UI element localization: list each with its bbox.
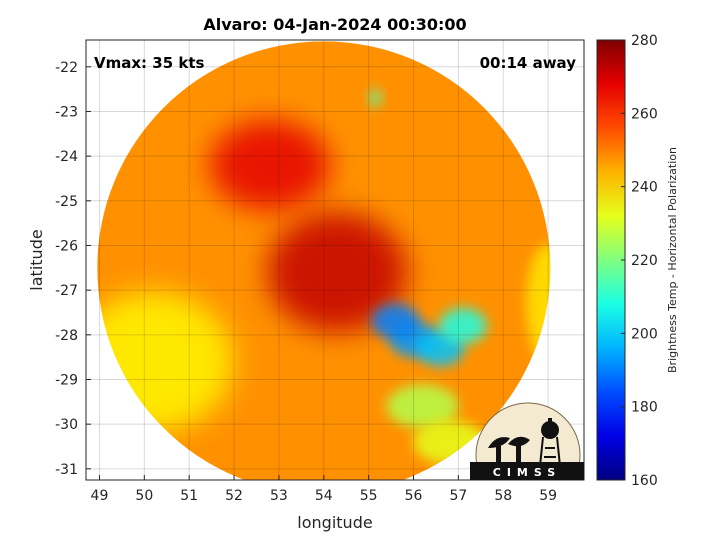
- vmax-annotation: Vmax: 35 kts: [94, 54, 204, 72]
- colorbar-tick-label: 220: [631, 253, 658, 269]
- logo-tower-tank: [541, 421, 559, 439]
- feature-isolated-cell: [369, 89, 382, 108]
- y-axis-label: latitude: [27, 229, 46, 290]
- colorbar-tick-label: 200: [631, 326, 658, 342]
- feature-storm-center-cold-core: [267, 212, 408, 333]
- logo-dish-right-stand: [516, 442, 521, 466]
- y-tick-label: -26: [55, 238, 78, 254]
- feature-rain-band: [386, 384, 459, 429]
- logo-dish-left: [488, 437, 510, 448]
- y-tick-label: -24: [55, 149, 78, 165]
- colorbar-tick-label: 160: [631, 473, 658, 489]
- x-axis-label: longitude: [297, 513, 372, 532]
- y-tick-label: -28: [55, 328, 78, 344]
- logo-tower-cap: [548, 418, 552, 423]
- chart-title: Alvaro: 04-Jan-2024 00:30:00: [203, 15, 466, 34]
- time-offset-annotation: 00:14 away: [480, 54, 577, 72]
- x-tick-label: 54: [315, 488, 333, 504]
- y-axis-ticks: -22 -23 -24 -25 -26 -27 -28 -29 -30 -31: [55, 60, 91, 478]
- x-tick-label: 49: [91, 488, 109, 504]
- logo-sun-disk: [475, 402, 581, 480]
- colorbar-tick-label: 260: [631, 106, 658, 122]
- x-tick-label: 52: [225, 488, 243, 504]
- x-tick-label: 51: [180, 488, 198, 504]
- axes-frame: [85, 39, 585, 481]
- y-tick-label: -31: [55, 462, 78, 478]
- colorbar-label: Brightness Temp - Horizontal Polarizatio…: [666, 147, 679, 373]
- colorbar-tick-label: 280: [631, 33, 658, 49]
- feature-convective-cluster: [438, 307, 487, 344]
- x-tick-label: 58: [494, 488, 512, 504]
- feature-spiral-band: [209, 120, 330, 211]
- y-tick-label: -25: [55, 194, 78, 210]
- colorbar-ticks: 160 180 200 220 240 260 280: [621, 33, 658, 489]
- y-tick-label: -22: [55, 60, 78, 76]
- y-tick-label: -27: [55, 283, 78, 299]
- x-axis-ticks: 49 50 51 52 53 54 55 56 57 58 59: [91, 475, 557, 504]
- colorbar-tick-label: 240: [631, 180, 658, 196]
- x-tick-label: 59: [539, 488, 557, 504]
- grid: [86, 40, 584, 480]
- logo-band: [470, 462, 584, 480]
- x-tick-label: 56: [405, 488, 423, 504]
- cimss-logo: CIMSS: [470, 402, 584, 480]
- y-tick-label: -23: [55, 104, 78, 120]
- x-tick-label: 50: [135, 488, 153, 504]
- x-tick-label: 57: [449, 488, 467, 504]
- feature-layer: [97, 89, 551, 465]
- logo-dish-left-stand: [496, 446, 501, 466]
- swath-image: [97, 41, 551, 480]
- x-tick-label: 53: [270, 488, 288, 504]
- feature-convective-cluster: [371, 303, 420, 340]
- logo-dish-right: [508, 436, 530, 447]
- logo-text: CIMSS: [493, 466, 561, 479]
- colorbar-tick-label: 180: [631, 400, 658, 416]
- x-tick-label: 55: [360, 488, 378, 504]
- y-tick-label: -29: [55, 372, 78, 388]
- colorbar: [596, 39, 626, 481]
- logo-tower-legs: [539, 436, 561, 467]
- y-tick-label: -30: [55, 417, 78, 433]
